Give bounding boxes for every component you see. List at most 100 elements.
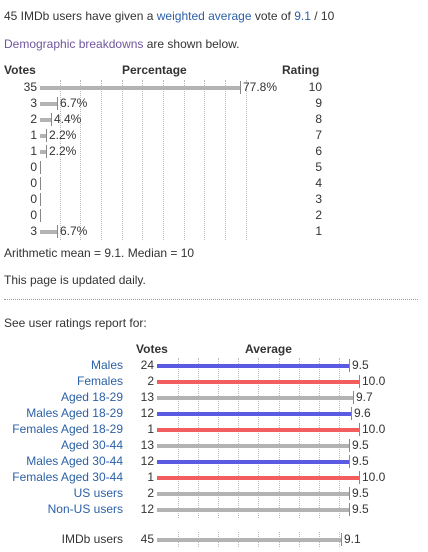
demo-average-header: Average [245,342,292,356]
imdb-users-label: IMDb users [61,532,123,546]
demo-votes-header: Votes [136,342,168,356]
histogram-votes: 3 [30,96,37,110]
demo-bar [157,364,349,368]
demo-bar [157,380,359,384]
imdb-users-bar [157,538,341,542]
demo-bar [157,492,349,496]
histogram-gridline [204,80,205,240]
histogram-bar-end [40,209,41,222]
imdb-users-bar-end [341,533,342,546]
demo-gridline [299,358,300,518]
demographic-link[interactable]: Males Aged 18-29 [26,406,123,420]
demographic-link[interactable]: Males Aged 30-44 [26,454,123,468]
demo-votes: 1 [147,470,154,484]
demo-votes: 12 [140,502,154,516]
histogram-bar-end [46,145,47,158]
demo-average: 10.0 [362,422,386,436]
demo-bar [157,428,359,432]
histogram-bar-end [40,193,41,206]
histogram-bar-end [57,97,58,110]
demo-average: 10.0 [362,470,386,484]
histogram-rating: 4 [315,176,322,190]
histogram-percent: 6.7% [60,96,88,110]
demo-votes: 12 [140,406,154,420]
histogram-votes: 1 [30,128,37,142]
histogram-gridline [60,80,61,240]
demo-gridline [178,358,179,518]
demo-gridline [258,358,259,518]
demo-gridline [339,358,340,518]
demographic-breakdowns-link[interactable]: Demographic breakdowns [4,37,144,51]
demo-gridline [218,358,219,518]
demo-average: 9.5 [352,502,369,516]
histogram-bar [40,86,240,90]
demo-bar-end [359,423,360,436]
vote-value: 9.1 [294,9,311,23]
demo-gridline [198,358,199,518]
histogram-rating: 9 [315,96,322,110]
votes-header: Votes [4,63,36,77]
demographic-link[interactable]: Aged 30-44 [60,438,123,452]
demo-votes: 12 [140,454,154,468]
histogram-votes: 1 [30,144,37,158]
demo-votes: 24 [140,358,154,372]
demo-gridline [279,358,280,518]
histogram-bar-end [240,81,241,94]
demographic-link[interactable]: Females Aged 18-29 [12,422,123,436]
demo-votes: 2 [147,486,154,500]
demo-average: 9.5 [352,438,369,452]
imdb-users-average: 9.1 [344,532,361,546]
demographic-link[interactable]: Non-US users [47,502,123,516]
histogram-votes: 0 [30,208,37,222]
demo-gridline [319,358,320,518]
demo-bar-end [351,407,352,420]
demo-votes: 1 [147,422,154,436]
demographic-link[interactable]: Aged 18-29 [60,390,123,404]
demo-average: 9.7 [356,390,373,404]
report-label: See user ratings report for: [4,316,147,330]
histogram-bar-end [51,113,52,126]
histogram-votes: 0 [30,160,37,174]
histogram-rating: 6 [315,144,322,158]
percentage-header: Percentage [122,63,187,77]
demographic-link[interactable]: US users [73,486,123,500]
demographic-line: Demographic breakdowns are shown below. [4,37,240,51]
histogram-rating: 7 [315,128,322,142]
histogram-bar [40,118,51,122]
rating-summary: 45 IMDb users have given a weighted aver… [4,9,335,23]
histogram-percent: 77.8% [243,80,278,94]
demo-bar [157,412,351,416]
demo-gridline [238,358,239,518]
section-divider [4,299,418,300]
histogram-rating: 10 [308,80,322,94]
demo-bar [157,460,349,464]
demographic-link[interactable]: Females [76,374,123,388]
demo-votes: 13 [140,390,154,404]
imdb-users-votes: 45 [140,532,154,546]
histogram-votes: 0 [30,176,37,190]
demo-bar-end [349,503,350,516]
rating-header: Rating [282,63,320,77]
histogram-bar [40,102,57,106]
histogram-gridline [163,80,164,240]
histogram-bar-end [46,129,47,142]
histogram-percent: 2.2% [49,144,77,158]
histogram-rating: 8 [315,112,322,126]
histogram-gridline [142,80,143,240]
histogram-gridline [80,80,81,240]
histogram-rating: 5 [315,160,322,174]
histogram-rating: 1 [315,224,322,238]
demo-bar [157,508,349,512]
demographic-link[interactable]: Males [90,358,123,372]
weighted-average-link[interactable]: weighted average [156,9,252,23]
histogram-percent: 2.2% [49,128,77,142]
histogram-rating: 2 [315,208,322,222]
demo-votes: 13 [140,438,154,452]
demographic-link[interactable]: Females Aged 30-44 [12,470,123,484]
demo-average: 9.5 [352,358,369,372]
stats-line: Arithmetic mean = 9.1. Median = 10 [4,246,195,260]
histogram-bar [40,230,57,234]
histogram-bar-end [40,177,41,190]
demo-average: 9.6 [354,406,371,420]
demo-average: 9.5 [352,486,369,500]
